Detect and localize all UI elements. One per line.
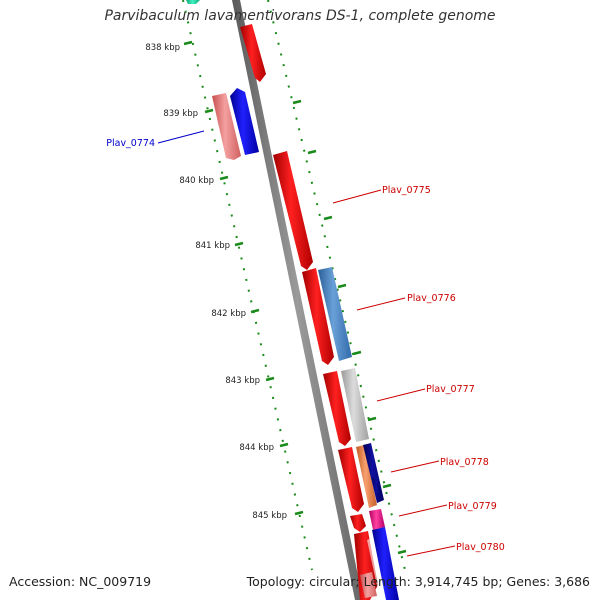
gene-label-plav-0777[interactable]: Plav_0777 bbox=[426, 384, 475, 395]
leader-plav-0774 bbox=[157, 130, 205, 144]
gene-feature-white-stripe bbox=[367, 538, 385, 600]
gene-feature-plav-0778-red[interactable] bbox=[338, 447, 364, 512]
gene-feature-navy-small[interactable] bbox=[372, 477, 381, 493]
tick-label-842: 842 kbp bbox=[211, 309, 246, 319]
outer-tick bbox=[352, 350, 362, 356]
gene-features bbox=[186, 0, 399, 600]
outer-tick bbox=[397, 549, 407, 555]
leader-plav-0777 bbox=[376, 388, 426, 402]
tick-label-845: 845 kbp bbox=[252, 511, 287, 521]
outer-tick bbox=[292, 99, 302, 105]
accession-text: Accession: NC_009719 bbox=[9, 574, 152, 589]
tick-label-840: 840 kbp bbox=[179, 176, 214, 186]
genome-title: Parvibaculum lavamentivorans DS-1, compl… bbox=[104, 8, 496, 24]
gene-label-plav-0780[interactable]: Plav_0780 bbox=[456, 542, 505, 553]
gene-feature-plav-0779[interactable] bbox=[369, 509, 385, 530]
gene-feature-plav-0779-red[interactable] bbox=[350, 514, 366, 532]
gene-label-plav-0778[interactable]: Plav_0778 bbox=[440, 457, 489, 468]
gene-feature-red-top[interactable] bbox=[240, 24, 266, 82]
tick-label-838: 838 kbp bbox=[145, 43, 180, 53]
leader-plav-0775 bbox=[332, 189, 382, 204]
gene-feature-plav-0775[interactable] bbox=[273, 151, 313, 270]
tick-label-843: 843 kbp bbox=[225, 376, 260, 386]
tick-845 bbox=[294, 510, 304, 516]
gene-label-plav-0776[interactable]: Plav_0776 bbox=[407, 293, 456, 304]
gene-feature-plav-0777-red[interactable] bbox=[323, 371, 351, 446]
gene-feature-plav-0776-red[interactable] bbox=[302, 268, 334, 365]
gene-labels: Plav_0774 Plav_0775 Plav_0776 Plav_0777 … bbox=[106, 138, 505, 553]
gene-label-plav-0779[interactable]: Plav_0779 bbox=[448, 501, 497, 512]
leader-lines bbox=[157, 130, 456, 557]
gene-feature-plav-0780[interactable] bbox=[372, 527, 399, 600]
leader-plav-0778 bbox=[390, 460, 440, 473]
gene-label-plav-0775[interactable]: Plav_0775 bbox=[382, 185, 431, 196]
tick-839 bbox=[204, 108, 214, 114]
gene-feature-plav-0776[interactable] bbox=[318, 267, 352, 361]
tick-844 bbox=[279, 442, 289, 448]
leader-plav-0779 bbox=[398, 504, 448, 517]
kbp-labels: 838 kbp 839 kbp 840 kbp 841 kbp 842 kbp … bbox=[145, 43, 287, 521]
backbone bbox=[232, 0, 363, 600]
gene-feature-pink-bottom[interactable] bbox=[360, 572, 377, 598]
gene-feature-teal[interactable] bbox=[186, 0, 200, 4]
tick-840 bbox=[219, 175, 229, 181]
kbp-ticks bbox=[183, 40, 407, 555]
gene-feature-plav-0778-orange[interactable] bbox=[356, 445, 377, 508]
outer-tick bbox=[382, 483, 392, 489]
tick-842 bbox=[250, 308, 260, 314]
gene-feature-plav-0774[interactable] bbox=[230, 88, 259, 155]
gene-feature-plav-0777[interactable] bbox=[341, 368, 369, 442]
leader-plav-0776 bbox=[356, 297, 406, 311]
genome-summary-text: Topology: circular; Length: 3,914,745 bp… bbox=[246, 574, 590, 589]
tick-841 bbox=[234, 241, 244, 247]
tick-843 bbox=[265, 376, 275, 382]
tick-label-844: 844 kbp bbox=[239, 443, 274, 453]
tick-label-839: 839 kbp bbox=[163, 109, 198, 119]
outer-tick bbox=[337, 283, 347, 289]
leader-plav-0780 bbox=[406, 545, 456, 557]
tick-838 bbox=[183, 40, 193, 46]
outer-tick bbox=[323, 215, 333, 221]
outer-tick bbox=[307, 149, 317, 155]
tick-label-841: 841 kbp bbox=[195, 241, 230, 251]
outer-tick bbox=[367, 416, 377, 422]
gene-label-plav-0774[interactable]: Plav_0774 bbox=[106, 138, 155, 149]
gene-feature-pink[interactable] bbox=[212, 93, 241, 160]
